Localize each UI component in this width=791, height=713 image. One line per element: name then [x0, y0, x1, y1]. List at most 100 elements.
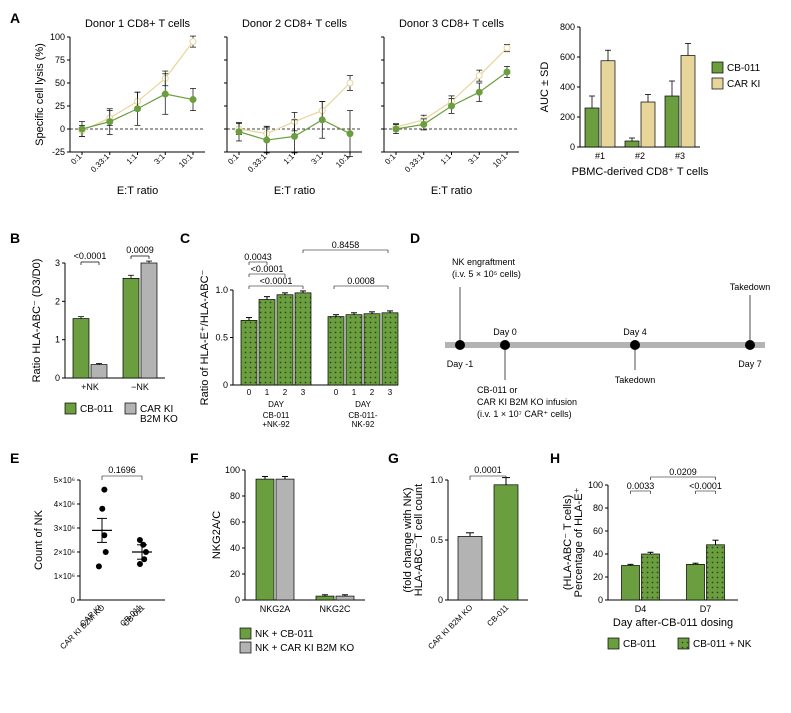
svg-text:<0.0001: <0.0001	[689, 481, 722, 491]
svg-text:#1: #1	[595, 151, 605, 161]
svg-text:0: 0	[235, 595, 240, 605]
svg-text:0.0001: 0.0001	[474, 465, 502, 475]
svg-text:10:1: 10:1	[334, 152, 352, 170]
svg-text:AUC ± SD: AUC ± SD	[539, 62, 551, 113]
svg-text:1.0: 1.0	[430, 475, 443, 485]
svg-text:200: 200	[560, 112, 575, 122]
svg-text:NK-92: NK-92	[352, 420, 375, 429]
svg-text:#2: #2	[635, 151, 645, 161]
svg-text:60: 60	[593, 526, 603, 536]
svg-text:800: 800	[560, 22, 575, 32]
svg-text:CAR KI B2M KO: CAR KI B2M KO	[58, 603, 106, 651]
svg-text:0: 0	[247, 388, 252, 397]
svg-text:40: 40	[593, 549, 603, 559]
svg-text:1×10⁶: 1×10⁶	[54, 572, 75, 581]
svg-text:<0.0001: <0.0001	[251, 264, 284, 274]
svg-text:0.0033: 0.0033	[627, 481, 655, 491]
svg-text:NK + CB-011: NK + CB-011	[255, 629, 314, 640]
svg-text:Percentage of HLA-E⁺: Percentage of HLA-E⁺	[573, 487, 585, 597]
panel-d: Day -1Day 0Day 4Day 7NK engraftment(i.v.…	[425, 235, 785, 450]
svg-text:5×10⁶: 5×10⁶	[54, 476, 75, 485]
svg-text:60: 60	[230, 517, 240, 527]
svg-text:0.5: 0.5	[215, 333, 228, 343]
svg-text:0: 0	[60, 124, 65, 134]
svg-text:NKG2C: NKG2C	[319, 604, 351, 614]
svg-text:(HLA-ABC⁻ T cells): (HLA-ABC⁻ T cells)	[562, 495, 574, 590]
panel-h-label: H	[550, 450, 560, 466]
svg-text:2: 2	[55, 296, 60, 306]
svg-text:4×10⁶: 4×10⁶	[54, 500, 75, 509]
panel-h: 020406080100Percentage of HLA-E⁺(HLA-ABC…	[570, 455, 785, 700]
panel-f: 020406080100NKG2A/CNKG2ANKG2CNK + CB-011…	[210, 455, 390, 700]
svg-text:0: 0	[570, 142, 575, 152]
svg-text:1: 1	[352, 388, 357, 397]
svg-text:100: 100	[50, 32, 65, 42]
svg-text:#3: #3	[675, 151, 685, 161]
svg-text:-25: -25	[52, 147, 65, 157]
svg-text:25: 25	[55, 101, 65, 111]
svg-text:NKG2A/C: NKG2A/C	[211, 511, 223, 559]
svg-text:3: 3	[388, 388, 393, 397]
svg-text:CB-011 + NK: CB-011 + NK	[693, 639, 752, 650]
svg-text:75: 75	[55, 55, 65, 65]
svg-text:0: 0	[71, 596, 76, 605]
svg-text:CB-011: CB-011	[80, 404, 114, 415]
svg-text:0.0009: 0.0009	[126, 245, 154, 255]
panel-g: 00.51.0HLA-ABC⁻ T cell count(fold change…	[410, 455, 550, 700]
svg-text:D7: D7	[700, 604, 712, 614]
panel-a-label: A	[10, 10, 20, 26]
svg-text:10:1: 10:1	[491, 152, 509, 170]
svg-text:CB-011: CB-011	[485, 603, 511, 629]
svg-text:1: 1	[55, 335, 60, 345]
svg-text:3: 3	[55, 258, 60, 268]
svg-text:0: 0	[334, 388, 339, 397]
svg-text:−NK: −NK	[131, 382, 149, 392]
svg-text:Day 4: Day 4	[623, 327, 647, 337]
svg-text:40: 40	[230, 543, 240, 553]
svg-text:0: 0	[598, 595, 603, 605]
panel-f-label: F	[190, 450, 199, 466]
svg-text:1: 1	[265, 388, 270, 397]
svg-text:3: 3	[301, 388, 306, 397]
svg-text:Donor 1 CD8+ T cells: Donor 1 CD8+ T cells	[85, 18, 191, 30]
svg-text:+NK: +NK	[81, 382, 99, 392]
svg-text:Donor 2 CD8+ T cells: Donor 2 CD8+ T cells	[242, 18, 348, 30]
svg-text:0.0008: 0.0008	[347, 276, 375, 286]
svg-text:PBMC-derived CD8⁺ T cells: PBMC-derived CD8⁺ T cells	[572, 166, 709, 178]
svg-text:<0.0001: <0.0001	[74, 251, 107, 261]
panel-c: 00.51.0Ratio of HLA-E⁺/HLA-ABC⁻0123DAYCB…	[198, 235, 413, 450]
svg-text:Day after-CB-011 dosing: Day after-CB-011 dosing	[613, 617, 733, 629]
svg-text:50: 50	[55, 78, 65, 88]
svg-text:CAR KI: CAR KI	[727, 79, 760, 90]
svg-text:0.33:1: 0.33:1	[246, 152, 268, 174]
svg-text:E:T ratio: E:T ratio	[431, 185, 472, 197]
svg-text:2: 2	[283, 388, 288, 397]
svg-text:+NK-92: +NK-92	[262, 420, 290, 429]
svg-text:100: 100	[225, 465, 240, 475]
svg-text:Day -1: Day -1	[447, 359, 474, 369]
svg-text:2×10⁶: 2×10⁶	[54, 548, 75, 557]
svg-text:CB-011 or: CB-011 or	[477, 385, 517, 395]
svg-text:0.1696: 0.1696	[108, 465, 136, 475]
svg-text:B2M KO: B2M KO	[140, 414, 178, 425]
svg-text:DAY: DAY	[355, 400, 372, 409]
svg-text:0.5: 0.5	[430, 535, 443, 545]
svg-text:80: 80	[593, 503, 603, 513]
svg-text:Specific cell lysis (%): Specific cell lysis (%)	[34, 43, 46, 146]
svg-text:1.0: 1.0	[215, 285, 228, 295]
svg-text:NK engraftment: NK engraftment	[452, 257, 516, 267]
svg-text:600: 600	[560, 52, 575, 62]
svg-text:Day 7: Day 7	[738, 359, 762, 369]
panel-b-label: B	[10, 230, 20, 246]
svg-text:0: 0	[223, 380, 228, 390]
svg-text:80: 80	[230, 491, 240, 501]
svg-text:0: 0	[55, 373, 60, 383]
svg-text:NK + CAR KI B2M KO: NK + CAR KI B2M KO	[255, 643, 354, 654]
svg-text:0.33:1: 0.33:1	[403, 152, 425, 174]
svg-text:CAR KI B2M KO: CAR KI B2M KO	[426, 603, 474, 651]
svg-text:Ratio HLA-ABC⁻ (D3/D0): Ratio HLA-ABC⁻ (D3/D0)	[31, 259, 43, 383]
svg-text:CB-011-: CB-011-	[348, 411, 378, 420]
svg-text:10:1: 10:1	[177, 152, 195, 170]
svg-text:0: 0	[438, 595, 443, 605]
svg-text:NKG2A: NKG2A	[260, 604, 291, 614]
